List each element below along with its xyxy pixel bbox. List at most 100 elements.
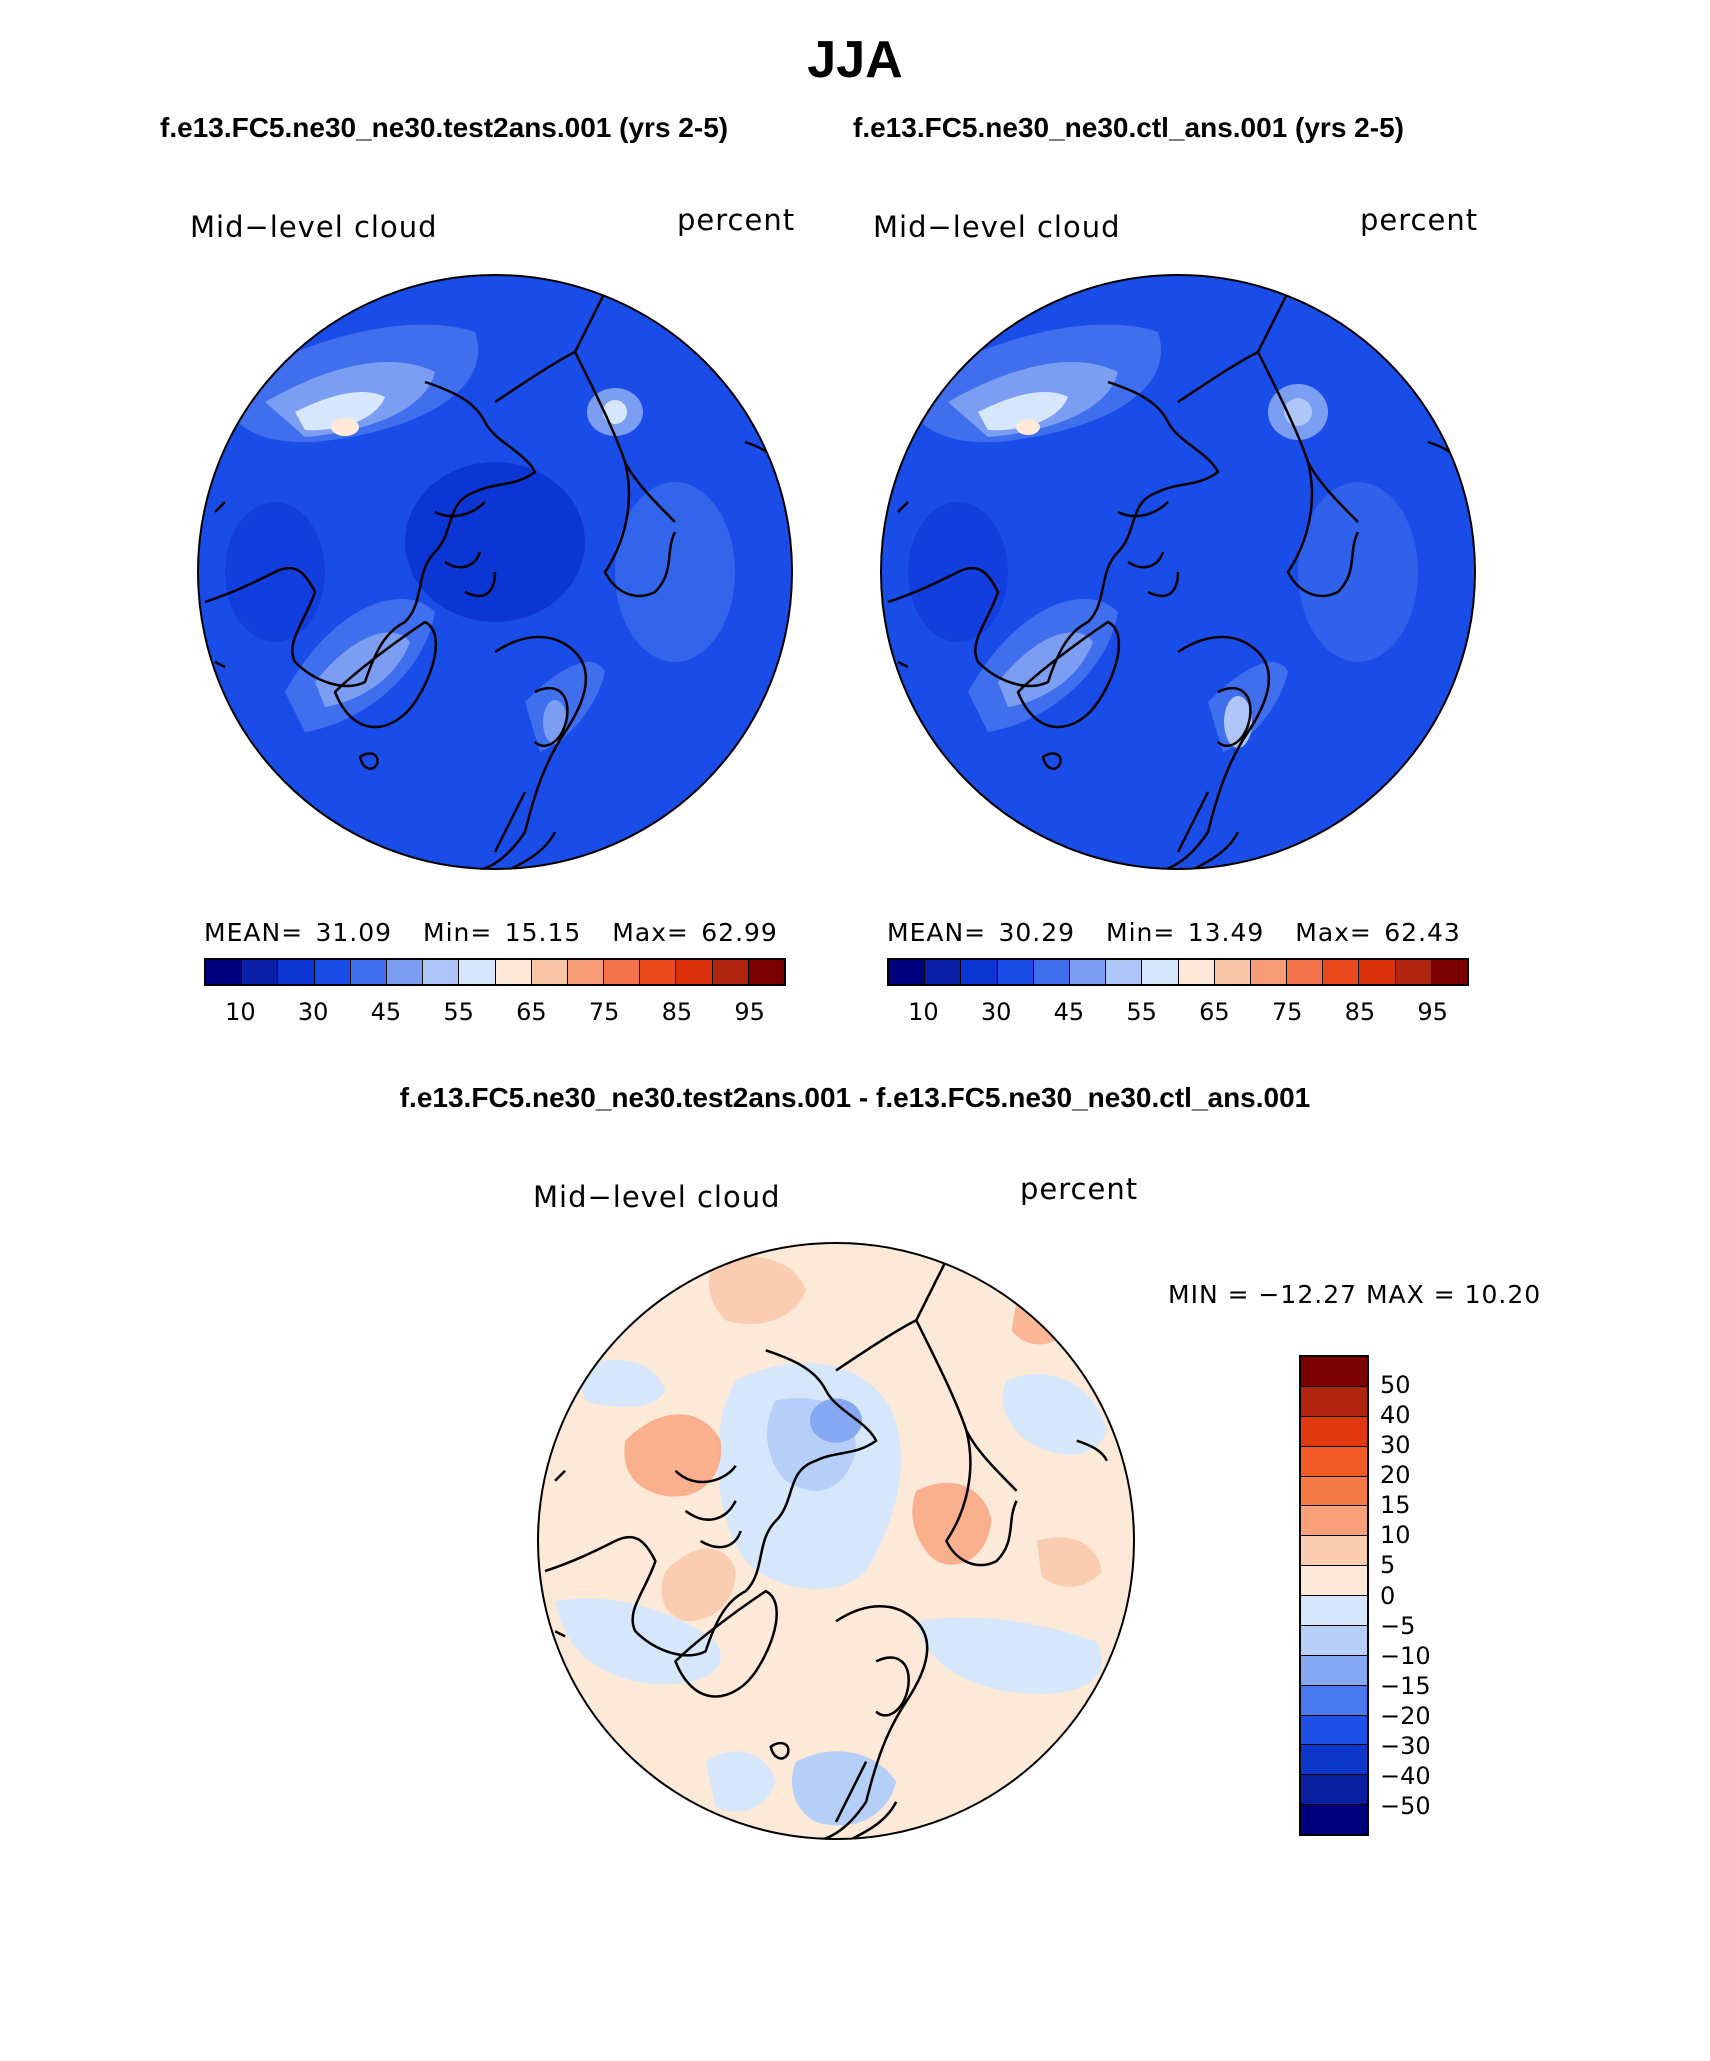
left-colorbar-tick: 10 (225, 998, 256, 1026)
diff-colorbar-tick: −15 (1380, 1671, 1431, 1700)
diff-colorbar-tick: −5 (1380, 1611, 1416, 1640)
left-colorbar-swatch (278, 960, 315, 984)
left-polar-map (197, 274, 793, 870)
left-colorbar-swatch (676, 960, 713, 984)
diff-colorbar-tick: 50 (1380, 1371, 1411, 1400)
diff-units-label: percent (1020, 1172, 1139, 1206)
diff-colorbar-swatch (1301, 1506, 1367, 1537)
left-colorbar-swatch (350, 960, 387, 984)
left-colorbar-swatch (495, 960, 532, 984)
right-colorbar-swatch (1033, 960, 1070, 984)
right-colorbar-tick: 30 (980, 998, 1012, 1026)
left-colorbar-swatch (459, 960, 496, 984)
left-colorbar-ticks: 10 30 45 55 65 75 85 95 (204, 998, 786, 1028)
left-colorbar-tick: 30 (297, 998, 329, 1026)
right-colorbar-swatch (1250, 960, 1288, 984)
right-colorbar-tick: 45 (1053, 998, 1085, 1026)
left-min-label: Min= (423, 918, 493, 947)
left-colorbar-tick: 85 (661, 998, 693, 1026)
season-title: JJA (807, 31, 903, 89)
diff-colorbar-tick: 0 (1380, 1581, 1396, 1610)
right-min-label: Min= (1106, 918, 1176, 947)
diff-variable-label: Mid−level cloud (533, 1180, 781, 1214)
left-colorbar-tick: 65 (516, 998, 547, 1026)
right-colorbar-swatch (1431, 960, 1467, 984)
right-mean-value: 30.29 (998, 918, 1076, 947)
diff-colorbar-swatch (1301, 1596, 1367, 1626)
diff-colorbar-swatch (1301, 1386, 1367, 1417)
diff-colorbar-tick: 20 (1380, 1461, 1411, 1490)
diff-colorbar-swatch (1301, 1655, 1367, 1686)
left-colorbar (204, 958, 786, 986)
diff-colorbar-tick: −30 (1380, 1731, 1431, 1760)
right-colorbar-swatch (1323, 960, 1360, 984)
right-mean-label: MEAN= (887, 918, 987, 947)
diff-colorbar-swatch (1301, 1625, 1367, 1656)
right-colorbar-swatch (961, 960, 998, 984)
right-colorbar-swatch (1142, 960, 1179, 984)
right-max-value: 62.43 (1384, 918, 1461, 947)
diff-colorbar-swatch (1301, 1566, 1367, 1596)
left-colorbar-swatch (386, 960, 424, 984)
right-colorbar-swatch (1287, 960, 1324, 984)
right-colorbar-tick: 85 (1344, 998, 1376, 1026)
right-colorbar (887, 958, 1469, 986)
diff-colorbar-swatch (1301, 1715, 1367, 1746)
diff-colorbar-tick: −10 (1380, 1641, 1431, 1670)
right-colorbar-tick: 95 (1417, 998, 1448, 1026)
right-colorbar-tick: 55 (1126, 998, 1157, 1026)
left-case-title: f.e13.FC5.ne30_ne30.test2ans.001 (yrs 2-… (160, 112, 729, 143)
left-colorbar-swatch (242, 960, 279, 984)
diff-colorbar-swatch (1301, 1357, 1367, 1387)
left-colorbar-swatch (206, 960, 243, 984)
difference-colorbar-ticks: 50 40 30 20 15 10 5 0 −5 −10 −15 −20 −30 −40 −50 (1380, 1355, 1460, 1836)
left-colorbar-tick: 95 (734, 998, 765, 1026)
diff-colorbar-swatch (1301, 1536, 1367, 1567)
left-colorbar-swatch (712, 960, 749, 984)
difference-polar-map (537, 1242, 1135, 1840)
right-colorbar-ticks: 10 30 45 55 65 75 85 95 (887, 998, 1469, 1028)
diff-colorbar-swatch (1301, 1745, 1367, 1776)
diff-colorbar-tick: −40 (1380, 1761, 1431, 1790)
left-colorbar-swatch (748, 960, 784, 984)
left-units-label: percent (677, 203, 796, 237)
right-colorbar-swatch (1069, 960, 1107, 984)
left-max-label: Max= (612, 918, 689, 947)
difference-colorbar (1299, 1355, 1369, 1836)
right-colorbar-swatch (1395, 960, 1432, 984)
diff-colorbar-swatch (1301, 1775, 1367, 1806)
left-min-value: 15.15 (504, 918, 582, 947)
diff-colorbar-tick: 40 (1380, 1401, 1411, 1430)
right-colorbar-swatch (1106, 960, 1143, 984)
diff-colorbar-tick: 30 (1380, 1431, 1411, 1460)
right-polar-map (880, 274, 1476, 870)
diff-colorbar-tick: −20 (1380, 1701, 1431, 1730)
left-mean-value: 31.09 (315, 918, 393, 947)
diff-colorbar-swatch (1301, 1685, 1367, 1716)
diff-colorbar-swatch (1301, 1446, 1367, 1477)
right-colorbar-swatch (925, 960, 962, 984)
right-colorbar-swatch (1359, 960, 1396, 984)
left-colorbar-tick: 75 (588, 998, 620, 1026)
diff-colorbar-swatch (1301, 1476, 1367, 1507)
right-colorbar-swatch (997, 960, 1034, 984)
left-colorbar-swatch (423, 960, 460, 984)
left-colorbar-swatch (567, 960, 605, 984)
diff-colorbar-tick: 15 (1380, 1491, 1411, 1520)
right-units-label: percent (1360, 203, 1479, 237)
diff-colorbar-swatch (1301, 1805, 1367, 1834)
diff-minmax: MIN = −12.27 MAX = 10.20 (1168, 1280, 1542, 1309)
left-colorbar-swatch (604, 960, 641, 984)
difference-title: f.e13.FC5.ne30_ne30.test2ans.001 - f.e13… (399, 1082, 1311, 1113)
left-colorbar-swatch (640, 960, 677, 984)
right-case-title: f.e13.FC5.ne30_ne30.ctl_ans.001 (yrs 2-5… (853, 112, 1404, 143)
diff-colorbar-tick: 10 (1380, 1521, 1411, 1550)
left-mean-label: MEAN= (204, 918, 304, 947)
diff-colorbar-tick: −50 (1380, 1791, 1431, 1820)
right-colorbar-tick: 65 (1199, 998, 1230, 1026)
right-colorbar-swatch (1178, 960, 1215, 984)
right-max-label: Max= (1295, 918, 1372, 947)
left-colorbar-swatch (314, 960, 351, 984)
right-min-value: 13.49 (1187, 918, 1265, 947)
left-colorbar-tick: 55 (443, 998, 474, 1026)
